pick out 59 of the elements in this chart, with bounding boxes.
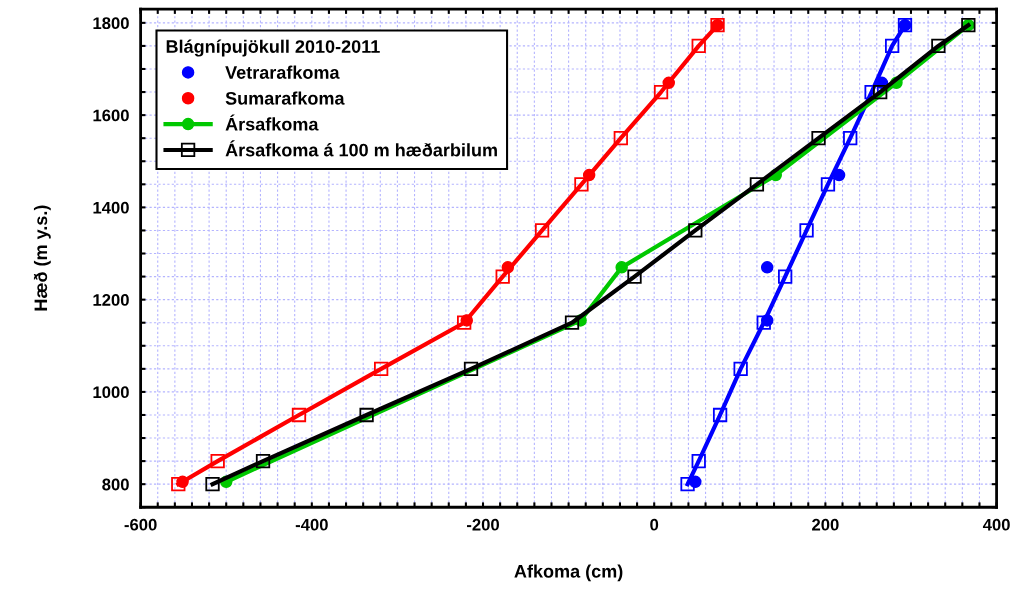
x-axis-title: Afkoma (cm): [514, 564, 623, 582]
point: [615, 261, 628, 274]
y-tick-label: 1200: [93, 294, 129, 306]
point: [210, 453, 225, 469]
point: [885, 38, 900, 54]
x-tick-label: 400: [982, 518, 1010, 531]
y-tick-label: 1600: [93, 109, 129, 122]
point: [689, 475, 702, 489]
y-tick-label: 1800: [93, 17, 129, 30]
x-tick-label: -200: [466, 518, 499, 531]
y-tick-label: 1400: [93, 201, 129, 214]
legend-label: Ársafkoma á 100 m hæðarbilum: [225, 140, 497, 157]
point: [760, 314, 774, 327]
legend-title: Blágnípujökull 2010-2011: [166, 39, 380, 57]
point: [171, 477, 186, 492]
y-axis-title: Hæð (m y.s.): [33, 205, 51, 311]
point: [832, 168, 846, 182]
point: [463, 361, 479, 377]
point: [359, 407, 374, 423]
legend-label: Ársafkoma: [225, 114, 319, 131]
point: [778, 269, 793, 284]
point: [760, 261, 774, 274]
y-tick-label: 800: [102, 478, 129, 491]
point: [756, 315, 771, 330]
x-tick-label: -600: [124, 518, 157, 531]
point: [495, 269, 510, 284]
legend-label: Sumarafkoma: [225, 91, 345, 105]
point: [653, 84, 669, 100]
x-tick-label: -400: [295, 518, 328, 531]
point: [733, 361, 748, 377]
point: [843, 131, 858, 146]
point: [373, 361, 389, 377]
point: [501, 261, 515, 274]
point: [291, 407, 307, 423]
point: [176, 475, 189, 489]
point: [613, 131, 628, 146]
point: [688, 223, 703, 238]
legend-label: Vetrarafkoma: [225, 65, 340, 79]
point: [205, 477, 220, 492]
point: [680, 477, 695, 492]
point: [255, 453, 271, 469]
point: [564, 315, 580, 330]
point: [691, 38, 706, 54]
point: [749, 177, 765, 192]
point: [662, 76, 676, 90]
point: [820, 177, 836, 192]
point: [627, 269, 642, 284]
point: [799, 223, 814, 238]
point: [534, 223, 550, 238]
x-tick-label: 200: [812, 518, 839, 531]
point: [873, 84, 888, 100]
point: [574, 177, 589, 192]
point: [811, 131, 826, 146]
point: [582, 168, 596, 182]
point: [691, 453, 706, 469]
point: [931, 38, 946, 54]
y-tick-label: 1000: [93, 386, 129, 399]
point: [712, 407, 728, 423]
x-tick-label: 0: [650, 518, 659, 531]
